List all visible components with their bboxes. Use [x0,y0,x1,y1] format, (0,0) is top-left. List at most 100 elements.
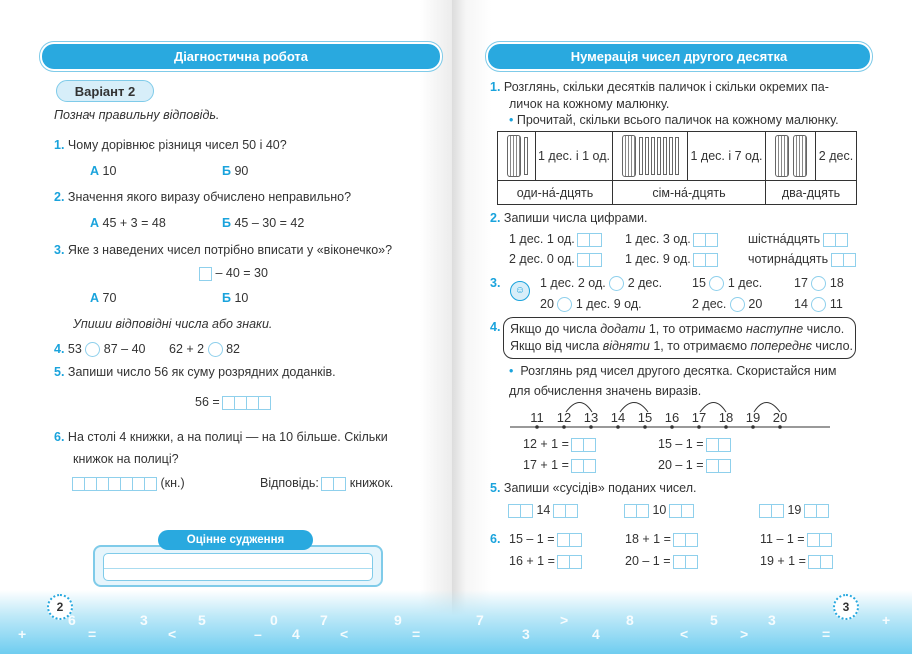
question-5: 5. Запиши число 56 як суму розрядних дод… [54,365,336,379]
bullet: • Розглянь ряд чисел другого десятка. Ск… [509,364,837,378]
bullet: • Прочитай, скільки всього паличок на ко… [509,113,839,127]
sign-circle[interactable] [811,276,827,292]
solution-row: (кн.) [72,476,185,491]
instruction-2: Упиши відповідні числа або знаки. [73,317,273,331]
footer-symbol: 3 [140,612,148,628]
number-tick [535,425,539,429]
arc-arrow [699,402,727,413]
footer-symbol: = [88,626,97,642]
answer-cells[interactable] [759,503,784,518]
answer-cells[interactable] [577,252,603,267]
arc-arrow [565,402,593,413]
answer-cells[interactable] [668,503,694,518]
sticks-picture [612,131,688,181]
sign-circle[interactable] [709,276,725,292]
answer-cells[interactable] [808,554,834,569]
footer-symbol: 0 [270,612,278,628]
option-a[interactable]: А 45 + 3 = 48 [90,216,166,230]
footer-symbol: 3 [522,626,530,642]
footer-symbol: + [882,612,891,628]
arc-arrow [753,402,781,413]
bullet-text-2: для обчислення значень виразів. [509,384,702,398]
answer-cells[interactable] [673,532,699,547]
answer-cells[interactable] [693,232,719,247]
number-label: 15 [638,410,652,425]
footer-symbol: 8 [626,612,634,628]
answer-cells[interactable] [571,458,597,473]
sign-circle[interactable] [729,297,745,313]
number-tick [589,425,593,429]
solution-cells[interactable] [72,476,157,491]
footer-symbol: 7 [320,612,328,628]
table-cell: 1 дес. і 1 од. [535,131,613,181]
instruction: Познач правильну відповідь. [54,108,220,122]
answer-cells[interactable] [830,252,856,267]
table-cell: оди-на́-дцять [497,180,613,205]
sticks-picture [497,131,536,181]
option-a[interactable]: А 70 [90,291,117,305]
number-tick [643,425,647,429]
answer-cells[interactable] [822,232,848,247]
page-title: Нумерація чисел другого десятка [488,44,870,69]
sign-circle[interactable] [609,276,625,292]
footer-symbol: = [412,626,421,642]
answer-cells[interactable] [803,503,829,518]
number-label: 14 [611,410,625,425]
judgement-title: Оцінне судження [158,530,313,550]
equation: – 40 = 30 [199,266,268,281]
answer-cells[interactable] [693,252,719,267]
thinking-face-icon: ☺ [510,281,530,301]
answer-cells[interactable] [557,532,583,547]
option-a[interactable]: А 10 [90,164,117,178]
answer-cells[interactable] [552,503,578,518]
number-tick [616,425,620,429]
question-5: 5. Запиши «сусідів» поданих чисел. [490,481,697,495]
footer-symbol: + [18,626,27,642]
right-page [452,0,912,654]
answer-box[interactable] [199,266,212,281]
option-b[interactable]: Б 45 – 30 = 42 [222,216,305,230]
q-number: 6. [490,532,501,546]
table-cell: два-дцять [765,180,857,205]
judgement-box[interactable] [93,545,383,587]
answer-cells[interactable] [807,532,833,547]
answer-cells[interactable] [624,503,649,518]
table-cell: 2 дес. [815,131,857,181]
footer-symbol: = [822,626,831,642]
table-cell: 1 дес. і 7 од. [687,131,766,181]
q6-text-2: книжок на полиці? [73,452,179,466]
option-b[interactable]: Б 90 [222,164,249,178]
question-6: 6. На столі 4 книжки, а на полиці — на 1… [54,430,388,444]
question-4: 4. 53 87 – 40 62 + 2 82 [54,342,240,358]
number-label: 20 [773,410,787,425]
q-number: 3. [490,276,501,290]
number-tick [562,425,566,429]
footer-decoration [0,590,912,654]
number-line: 11 12 13 14 15 16 17 18 19 20 [510,402,830,429]
footer-symbol: 5 [198,612,206,628]
question-1: 1. Чому дорівнює різниця чисел 50 і 40? [54,138,287,152]
option-b[interactable]: Б 10 [222,291,249,305]
sign-circle[interactable] [557,297,573,313]
footer-symbol: 4 [292,626,300,642]
answer-cells[interactable] [577,232,603,247]
page-title: Діагностична робота [42,44,440,69]
number-label: 18 [719,410,733,425]
sticks-table: 1 дес. і 1 од. 1 дес. і 7 од. 2 дес. оди… [497,131,857,205]
number-label: 19 [746,410,760,425]
answer-cells[interactable] [321,476,347,491]
sign-circle[interactable] [811,297,827,313]
sign-circle[interactable] [207,342,223,358]
footer-symbol: 5 [710,612,718,628]
page-number: 2 [47,594,73,620]
answer-cells[interactable] [222,395,272,410]
answer-cells[interactable] [508,503,533,518]
table-cell: сім-на́-дцять [612,180,766,205]
answer-cells[interactable] [706,437,732,452]
answer-cells[interactable] [557,554,583,569]
question-1: 1. Розглянь, скільки десятків паличок і … [490,80,829,94]
answer-cells[interactable] [706,458,732,473]
sign-circle[interactable] [85,342,101,358]
answer-cells[interactable] [571,437,597,452]
answer-cells[interactable] [673,554,699,569]
